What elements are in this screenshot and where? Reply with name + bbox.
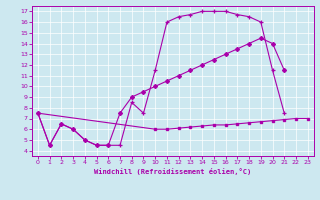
X-axis label: Windchill (Refroidissement éolien,°C): Windchill (Refroidissement éolien,°C) (94, 168, 252, 175)
